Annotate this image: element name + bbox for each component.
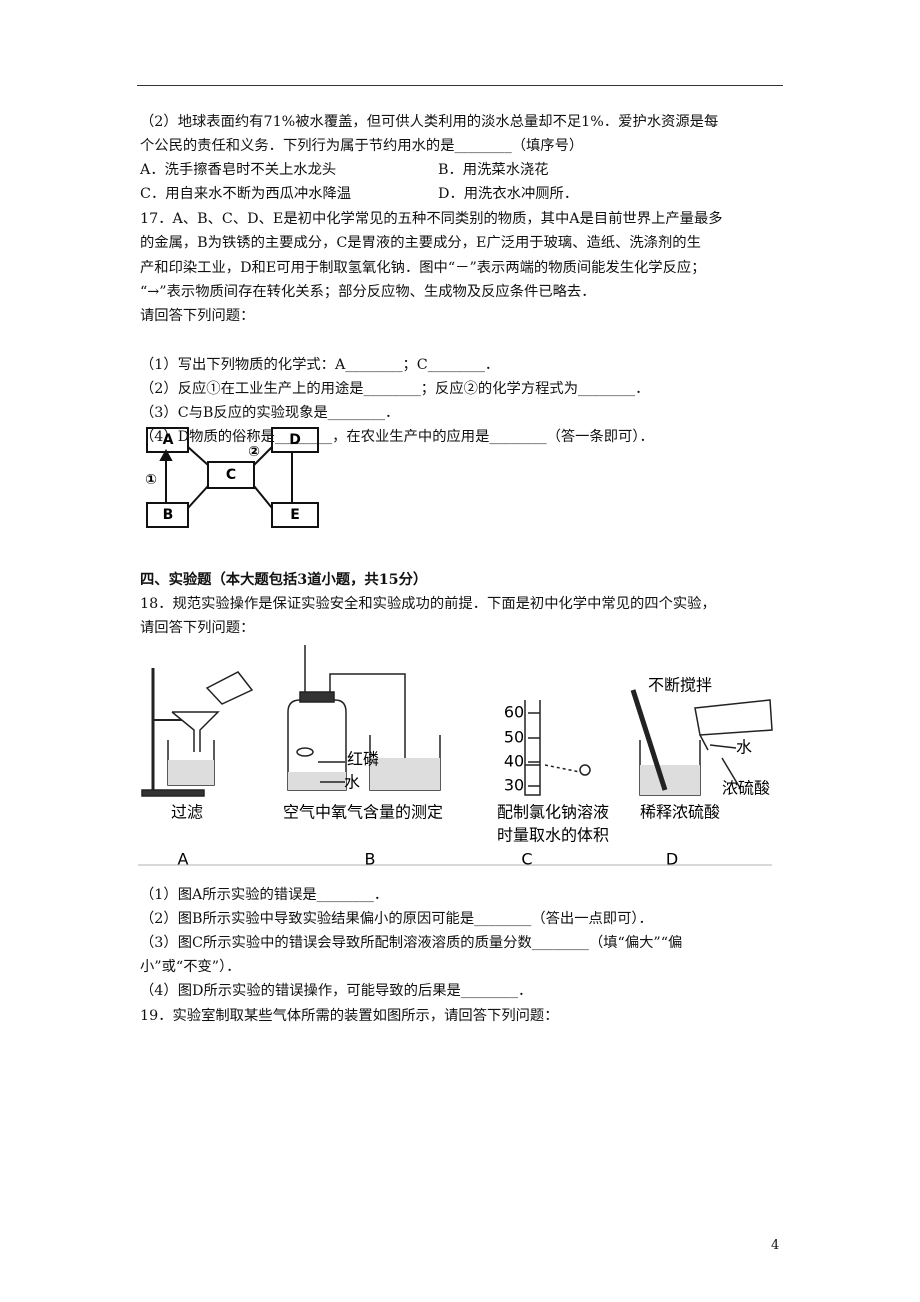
figure-letter: C <box>521 850 532 869</box>
figure-label: 不断搅拌 <box>648 676 712 695</box>
top-rule <box>137 85 783 86</box>
figure-label: 红磷 <box>347 750 379 769</box>
subquestion: 小”或“不变”）． <box>140 959 241 975</box>
node-label: D <box>289 432 301 448</box>
text-line: 18．规范实验操作是保证实验安全和实验成功的前提．下面是初中化学中常见的四个实验… <box>140 596 716 612</box>
subquestion: （2）图B所示实验中导致实验结果偏小的原因可能是________（答出一点即可）… <box>140 911 653 927</box>
reaction-label: ① <box>145 472 157 488</box>
figure-label: 浓硫酸 <box>722 779 770 798</box>
figure-letter: B <box>365 850 376 869</box>
node-label: C <box>226 467 236 483</box>
node-label: E <box>290 507 300 523</box>
prompt: 请回答下列问题： <box>140 308 255 324</box>
section-title: 四、实验题（本大题包括3道小题，共15分） <box>140 572 428 588</box>
subquestion: （1）写出下列物质的化学式：A________；C________． <box>140 357 500 373</box>
figure-caption: 稀释浓硫酸 <box>640 803 720 822</box>
text-line: 产和印染工业，D和E可用于制取氢氧化钠．图中“－”表示两端的物质间能发生化学反应… <box>140 260 706 276</box>
node-label: A <box>163 432 174 448</box>
page-number: 4 <box>771 1238 780 1253</box>
text-line: 17．A、B、C、D、E是初中化学常见的五种不同类别的物质，其中A是目前世界上产… <box>140 211 723 227</box>
scale-label: 50 <box>504 728 524 747</box>
reaction-diagram <box>146 427 319 528</box>
experiment-figure <box>138 645 773 866</box>
option: B．用洗菜水浇花 <box>438 162 549 178</box>
figure-caption: 空气中氧气含量的测定 <box>283 803 443 822</box>
option: C．用自来水不断为西瓜冲水降温 <box>140 186 352 202</box>
text-line: 的金属，B为铁锈的主要成分，C是胃液的主要成分，E广泛用于玻璃、造纸、洗涤剂的生 <box>140 235 701 251</box>
text-line: （2）地球表面约有71%被水覆盖，但可供人类利用的淡水总量却不足1%．爱护水资源… <box>140 114 719 130</box>
subquestion: （4）D物质的俗称是________，在农业生产中的应用是________（答一… <box>140 429 654 445</box>
subquestion: （4）图D所示实验的错误操作，可能导致的后果是________． <box>140 983 533 999</box>
reaction-label: ② <box>248 444 260 460</box>
scale-label: 30 <box>504 776 524 795</box>
option: D．用洗衣水冲厕所． <box>438 186 579 202</box>
figure-letter: D <box>666 850 678 869</box>
text-line: 请回答下列问题： <box>140 620 255 636</box>
figure-caption: 时量取水的体积 <box>497 826 609 845</box>
figure-caption: 配制氯化钠溶液 <box>497 803 609 822</box>
subquestion: （3）C与B反应的实验现象是________． <box>140 405 400 421</box>
node-label: B <box>163 507 174 523</box>
figure-label: 水 <box>736 738 752 757</box>
subquestion: （2）反应①在工业生产上的用途是________；反应②的化学方程式为_____… <box>140 381 650 397</box>
text-line: “→”表示物质间存在转化关系；部分反应物、生成物及反应条件已略去． <box>140 284 596 300</box>
subquestion: （3）图C所示实验中的错误会导致所配制溶液溶质的质量分数________（填“偏… <box>140 935 683 951</box>
text-line: 个公民的责任和义务．下列行为属于节约用水的是________（填序号） <box>140 138 584 154</box>
scale-label: 40 <box>504 752 524 771</box>
option: A．洗手擦香皂时不关上水龙头 <box>140 162 337 178</box>
figure-letter: A <box>178 850 189 869</box>
figure-caption: 过滤 <box>171 803 203 822</box>
figure-label: 水 <box>344 773 360 792</box>
scale-label: 60 <box>504 703 524 722</box>
text-line: 19．实验室制取某些气体所需的装置如图所示，请回答下列问题： <box>140 1008 559 1024</box>
subquestion: （1）图A所示实验的错误是________． <box>140 887 389 903</box>
